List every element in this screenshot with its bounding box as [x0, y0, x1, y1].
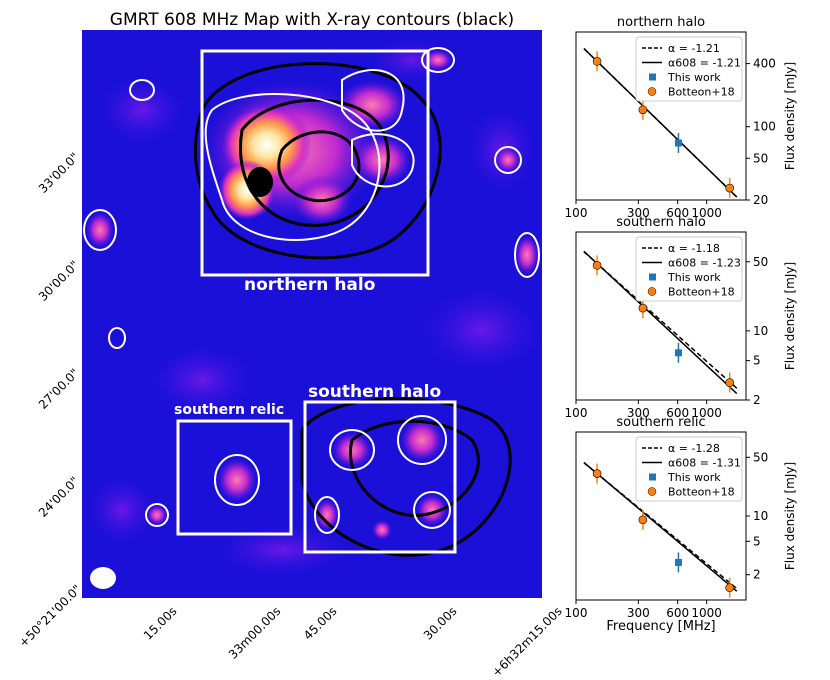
legend-label: α608 = -1.31 [668, 457, 741, 470]
x-tick-label: 100 [565, 206, 588, 220]
y-tick-label: 5 [753, 534, 761, 548]
data-point-square [674, 349, 682, 357]
data-point-square [674, 139, 682, 147]
data-point-square [674, 558, 682, 566]
x-tick-label: 300 [627, 606, 650, 620]
panel-title: northern halo [617, 15, 705, 30]
x-tick-label: 100 [565, 406, 588, 420]
southern-relic-box [176, 419, 293, 536]
fit-line [583, 461, 738, 592]
legend-box [635, 236, 743, 302]
y-tick-label: 2 [753, 568, 761, 582]
legend-label: This work [667, 471, 721, 484]
x-tick-label: 600 [666, 606, 689, 620]
legend-label: Botteon+18 [668, 86, 735, 99]
data-point-circle [592, 469, 602, 478]
legend-label: This work [667, 271, 721, 284]
data-point-circle [592, 57, 602, 66]
southern-halo-box [303, 400, 457, 554]
northern-halo-box [200, 49, 430, 277]
legend-marker [647, 287, 657, 296]
x-axis-label: Frequency [MHz] [606, 619, 715, 634]
y-tick-label: 400 [753, 57, 776, 71]
x-tick-label: 600 [666, 406, 689, 420]
northern-halo-label: northern halo [244, 275, 376, 295]
x-tick-label: 300 [627, 206, 650, 220]
data-point-circle [638, 515, 648, 525]
x-tick-label: 1000 [691, 206, 722, 220]
spectrum-panel: southern halo 100 300 600 1000 2 5 10 50 Flux den… [565, 215, 797, 420]
y-axis-label: Flux density [mJy] [783, 462, 797, 570]
southern-relic-label: southern relic [174, 402, 285, 418]
legend-label: α608 = -1.21 [668, 57, 741, 70]
spectrum-panel: northern halo 100 300 600 1000 20 50 100 400 Flux… [565, 15, 797, 220]
x-tick-label: 100 [565, 606, 588, 620]
radio-map [82, 30, 542, 598]
map-title: GMRT 608 MHz Map with X-ray contours (bl… [109, 10, 515, 30]
southern-halo-label: southern halo [308, 382, 442, 402]
y-tick-label: 50 [753, 450, 768, 464]
legend-box [635, 36, 743, 102]
legend-label: α = -1.21 [668, 42, 720, 55]
y-tick-label: 2 [753, 393, 761, 407]
legend-label: α = -1.18 [668, 242, 720, 255]
data-point-circle [725, 378, 734, 387]
y-axis-label: Flux density [mJy] [783, 262, 797, 370]
panel-title: southern relic [616, 415, 705, 430]
y-axis-label: Flux density [mJy] [783, 62, 797, 170]
legend-marker [647, 87, 657, 96]
data-point-circle [638, 105, 648, 115]
beam-ellipse [90, 567, 116, 589]
y-tick-label: 100 [753, 120, 776, 134]
y-tick-label: 50 [753, 151, 768, 165]
y-tick-label: 20 [753, 193, 768, 207]
panel-title: southern halo [616, 215, 706, 230]
x-tick-label: 1000 [691, 606, 722, 620]
data-point-circle [725, 583, 734, 593]
legend-label: This work [667, 71, 721, 84]
fit-line [583, 48, 738, 198]
legend-label: α608 = -1.23 [668, 257, 741, 270]
x-tick-label: 300 [627, 406, 650, 420]
y-tick-label: 50 [753, 255, 768, 269]
data-point-circle [725, 183, 734, 193]
legend-label: α = -1.28 [668, 442, 720, 455]
legend-label: Botteon+18 [668, 286, 735, 299]
legend-label: Botteon+18 [668, 486, 735, 499]
legend-marker [649, 273, 656, 281]
x-tick-label: 1000 [691, 406, 722, 420]
legend-marker [649, 473, 656, 481]
x-tick-label: 600 [666, 206, 689, 220]
y-tick-label: 10 [753, 509, 768, 523]
fit-line [583, 250, 738, 395]
data-point-circle [638, 303, 648, 313]
spectrum-panel: southern relic 100 300 600 1000 2 5 10 50 Flux de… [565, 415, 797, 634]
legend-marker [649, 73, 656, 81]
radio-contours [83, 47, 540, 534]
y-tick-label: 5 [753, 354, 761, 368]
compact-sources [86, 50, 539, 540]
data-point-circle [592, 261, 602, 270]
legend-box [635, 436, 743, 502]
legend-marker [647, 487, 657, 496]
y-tick-label: 10 [753, 324, 768, 338]
